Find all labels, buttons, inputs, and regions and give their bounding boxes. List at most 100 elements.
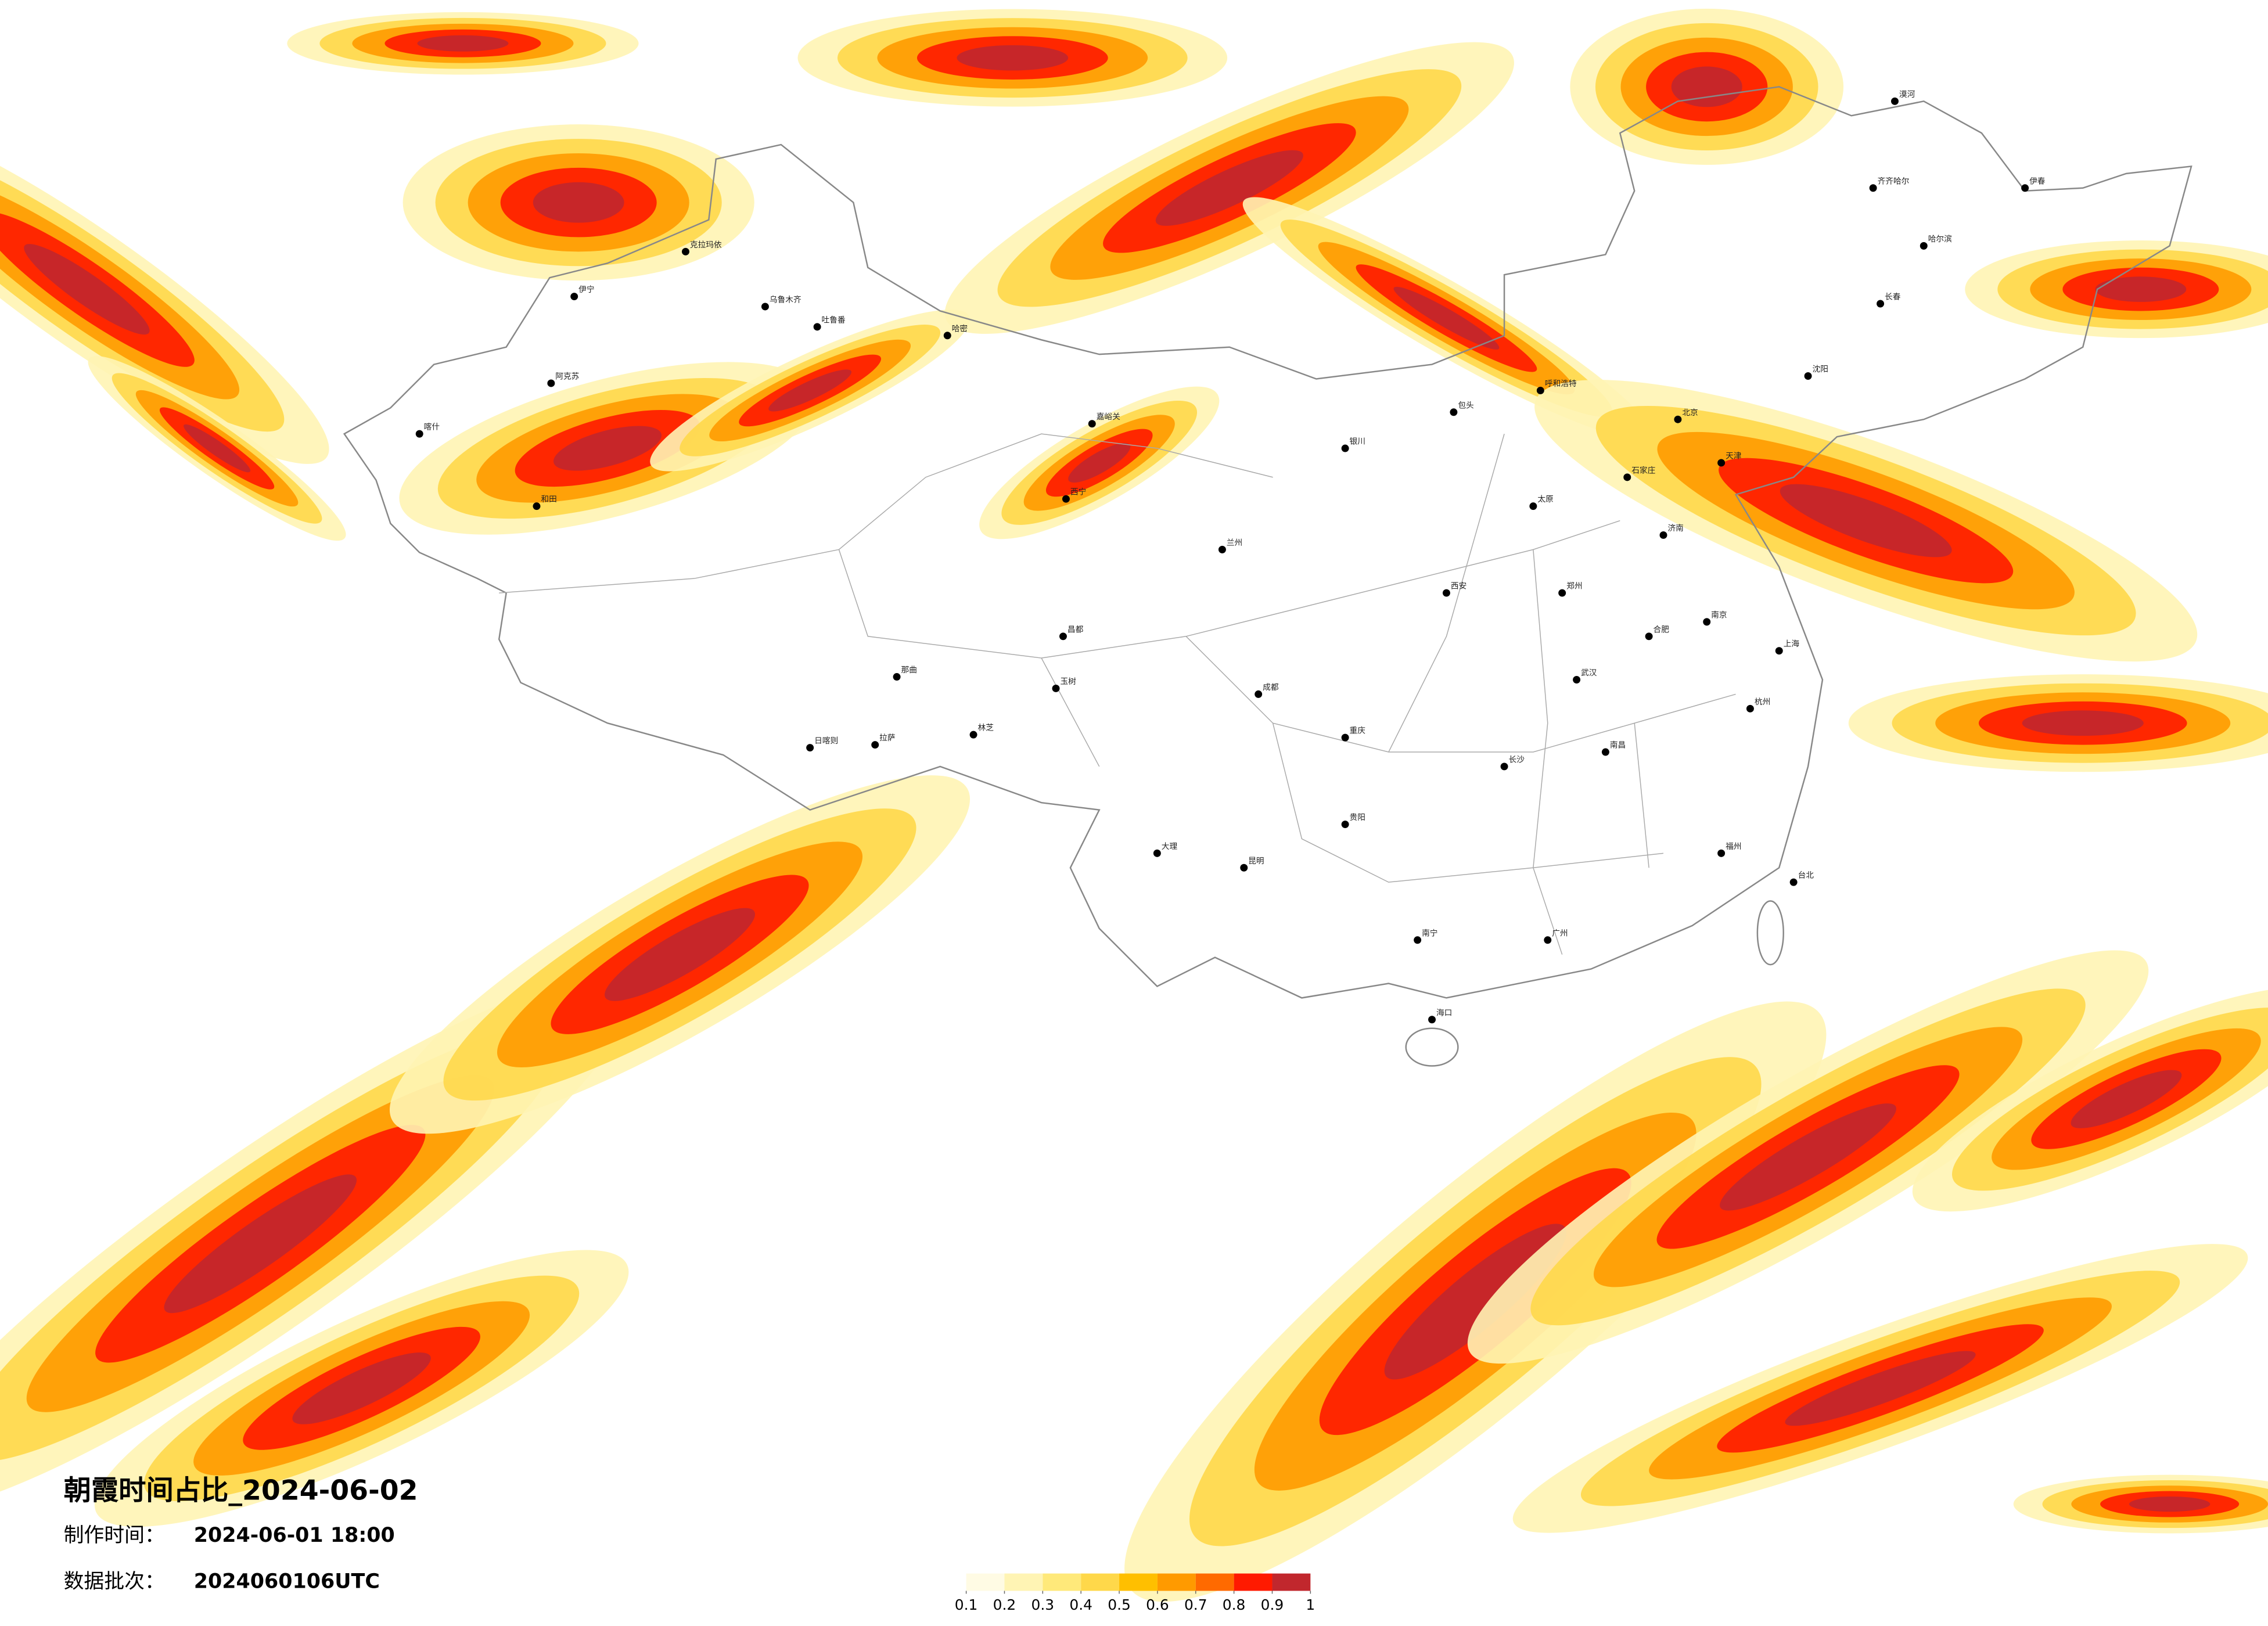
city-dot [1341, 444, 1349, 452]
colorbar-label: 0.3 [1031, 1596, 1055, 1613]
colorbar-label: 0.2 [993, 1596, 1016, 1613]
city-label: 玉树 [1060, 677, 1076, 686]
city-dot [761, 303, 769, 311]
city-dot [1088, 420, 1096, 428]
city-dot [1558, 589, 1566, 597]
city-dot [1890, 97, 1899, 105]
border [343, 86, 2192, 999]
city-dot [1920, 242, 1928, 250]
colorbar-label: 0.6 [1146, 1596, 1169, 1613]
city-dot [1428, 1016, 1436, 1024]
city-label: 银川 [1350, 437, 1365, 447]
colorbar-label: 0.7 [1184, 1596, 1207, 1613]
city-label: 林芝 [978, 724, 994, 733]
city-dot [1255, 690, 1263, 698]
colorbar-swatch [1157, 1573, 1196, 1591]
city-dot [1717, 459, 1726, 467]
colorbar-label: 0.1 [955, 1596, 978, 1613]
city-label: 昌都 [1067, 625, 1084, 634]
city-label: 南京 [1711, 610, 1727, 620]
city-dot [1442, 589, 1450, 597]
city-dot [1789, 878, 1798, 886]
province-lines [499, 433, 1736, 955]
city-label: 海口 [1436, 1008, 1452, 1017]
colorbar: 0.1 0.2 0.3 0.4 0.5 0.6 0.7 0.8 0.9 1 [955, 1573, 1315, 1613]
taiwan [1756, 900, 1784, 966]
heat-blob [1155, 150, 1303, 226]
city-label: 漠河 [1899, 90, 1915, 99]
city-label: 贵阳 [1350, 813, 1365, 822]
heat-blob [1671, 66, 1742, 107]
city-label: 北京 [1682, 408, 1698, 418]
city-dot [1674, 415, 1682, 423]
city-dot [1544, 936, 1552, 944]
colorbar-swatch [1119, 1573, 1158, 1591]
city-label: 沈阳 [1813, 365, 1828, 374]
city-dot [1529, 502, 1537, 510]
city-label: 那曲 [901, 665, 917, 675]
heat-blob [1068, 443, 1131, 483]
city-dot [1703, 618, 1711, 626]
city-dot [547, 379, 555, 387]
colorbar-swatch [1272, 1573, 1311, 1591]
batch-value: 2024060106UTC [194, 1570, 380, 1593]
city-label: 济南 [1667, 524, 1683, 533]
colorbar-swatch [966, 1573, 1005, 1591]
made-value: 2024-06-01 18:00 [194, 1524, 395, 1547]
city-dot [1062, 495, 1070, 503]
city-label: 克拉玛依 [690, 240, 722, 250]
city-dot [1645, 632, 1653, 641]
heat-blob [1384, 1224, 1566, 1380]
city-dot [1218, 545, 1226, 553]
city-label: 齐齐哈尔 [1878, 177, 1910, 186]
heat-blob [2129, 1496, 2211, 1512]
city-label: 合肥 [1654, 625, 1670, 634]
colorbar-label: 1 [1306, 1596, 1315, 1613]
city-label: 郑州 [1566, 582, 1582, 591]
city-label: 重庆 [1350, 726, 1366, 736]
city-label: 兰州 [1227, 538, 1242, 548]
heat-blob [2095, 276, 2187, 302]
city-label: 长沙 [1509, 755, 1525, 764]
city-dot [1240, 864, 1248, 872]
city-dot [871, 741, 879, 749]
heat-blob [2071, 1070, 2182, 1128]
city-dot [1601, 748, 1609, 756]
city-dot [813, 323, 821, 331]
city-dot [533, 502, 541, 510]
city-label: 石家庄 [1631, 465, 1655, 475]
city-dot [1775, 647, 1783, 655]
heat-blob [533, 182, 624, 223]
city-label: 哈密 [952, 323, 968, 333]
city-label: 伊春 [2029, 177, 2046, 186]
city-dot [1536, 386, 1544, 394]
city-label: 广州 [1552, 929, 1568, 938]
city-dot [1153, 849, 1161, 857]
colorbar-swatch [1195, 1573, 1234, 1591]
heat-blob [24, 244, 150, 335]
city-label: 南宁 [1422, 928, 1437, 938]
colorbar-label: 0.5 [1108, 1596, 1131, 1613]
colorbar-label: 0.4 [1069, 1596, 1092, 1613]
city-dot [2021, 184, 2029, 192]
city-label: 乌鲁木齐 [770, 296, 801, 305]
colorbar-swatch [1234, 1573, 1273, 1591]
city-label: 西宁 [1070, 487, 1086, 497]
heat-blob [1785, 1351, 1976, 1426]
city-dot [1659, 531, 1667, 539]
city-dot [1717, 849, 1726, 857]
city-dot [1414, 936, 1422, 944]
city-dot [1341, 733, 1349, 742]
city-label: 西安 [1451, 582, 1467, 591]
city-dot [1746, 704, 1754, 713]
heat-blob [417, 35, 509, 52]
city-dot [1804, 372, 1812, 380]
city-label: 吐鲁番 [822, 315, 846, 325]
city-dot [1052, 684, 1060, 692]
colorbar-swatch [1043, 1573, 1081, 1591]
city-label: 喀什 [424, 423, 440, 432]
city-dot [969, 731, 977, 739]
